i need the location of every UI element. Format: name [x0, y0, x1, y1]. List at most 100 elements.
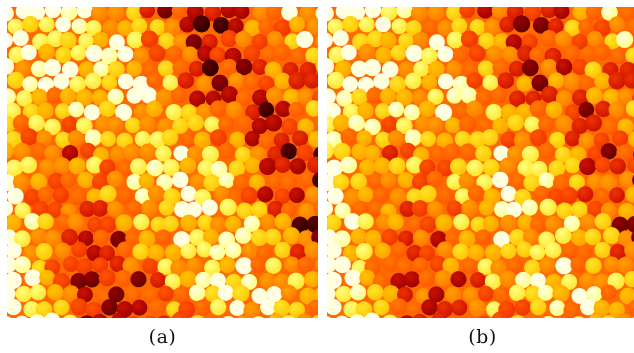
particle-disk	[327, 58, 335, 75]
particle-disk	[22, 245, 40, 262]
particle-disk	[126, 7, 143, 21]
particle-disk	[350, 314, 365, 318]
particle-disk	[157, 60, 175, 77]
particle-disk	[219, 256, 236, 274]
particle-disk	[585, 114, 603, 132]
particle-disk	[116, 187, 134, 205]
particle-disk	[79, 142, 97, 159]
particle-disk	[608, 301, 625, 318]
particle-disk	[533, 185, 550, 202]
particle-disk	[70, 273, 87, 290]
particle-disk	[453, 103, 470, 120]
particle-disk	[540, 30, 558, 48]
particle-disk	[494, 201, 511, 218]
particle-disk	[517, 214, 534, 231]
particle-disk	[342, 245, 360, 262]
particle-disk	[332, 173, 350, 191]
particle-disk	[389, 188, 407, 206]
particle-disk	[327, 159, 343, 177]
particle-disk	[505, 201, 523, 218]
particle-disk	[85, 44, 103, 62]
particle-disk	[134, 130, 151, 147]
particle-disk	[172, 117, 189, 134]
particle-disk	[343, 188, 361, 206]
particle-disk	[7, 285, 16, 303]
particle-disk	[549, 131, 566, 149]
particle-disk	[578, 75, 595, 92]
particle-disk	[600, 143, 618, 160]
particle-disk	[126, 200, 143, 217]
particle-disk	[571, 33, 588, 50]
particle-disk	[609, 16, 625, 33]
particle-disk	[482, 74, 499, 91]
particle-disk	[545, 215, 562, 232]
particle-disk	[138, 173, 155, 189]
particle-disk	[548, 160, 566, 177]
particle-disk	[446, 173, 463, 190]
particle-disk	[259, 157, 277, 176]
particle-disk	[125, 230, 142, 247]
particle-disk	[475, 88, 493, 106]
particle-disk	[452, 243, 469, 260]
particle-disk	[201, 145, 219, 163]
particle-disk	[24, 269, 42, 287]
particle-disk	[327, 285, 336, 303]
particle-disk	[375, 16, 391, 33]
particle-disk	[555, 30, 572, 48]
particle-disk	[63, 314, 77, 318]
particle-disk	[59, 88, 77, 105]
particle-disk	[421, 299, 438, 316]
particle-disk	[387, 213, 404, 231]
particle-disk	[524, 314, 538, 318]
particle-disk	[297, 88, 314, 105]
particle-disk	[186, 257, 203, 275]
particle-disk	[333, 256, 351, 274]
particle-disk	[624, 241, 634, 259]
particle-disk	[413, 60, 430, 77]
particle-disk	[478, 199, 495, 216]
particle-disk	[511, 314, 525, 318]
particle-disk	[179, 157, 197, 174]
particle-disk	[162, 215, 179, 232]
particle-disk	[580, 46, 598, 63]
particle-disk	[12, 114, 30, 132]
particle-disk	[412, 89, 428, 106]
particle-disk	[139, 143, 157, 161]
particle-disk	[229, 300, 246, 316]
particle-disk	[244, 130, 261, 147]
particle-disk	[172, 59, 189, 76]
particle-disk	[344, 269, 362, 287]
particle-disk	[307, 131, 318, 148]
particle-disk	[259, 213, 277, 231]
particle-disk	[466, 159, 484, 177]
particle-disk	[157, 7, 174, 19]
particle-disk	[235, 90, 252, 107]
particle-disk	[71, 18, 88, 35]
particle-disk	[600, 284, 617, 301]
particle-disk	[485, 103, 503, 121]
particle-disk	[514, 299, 531, 316]
particle-disk	[334, 202, 351, 219]
particle-disk	[289, 158, 306, 175]
particle-disk	[179, 270, 197, 288]
particle-disk	[305, 100, 318, 117]
particle-disk	[491, 7, 508, 19]
particle-disk	[240, 186, 258, 204]
particle-disk	[138, 230, 156, 248]
particle-disk	[170, 259, 188, 277]
particle-disk	[405, 20, 422, 36]
particle-disk	[599, 174, 617, 192]
particle-disk	[373, 73, 390, 90]
particle-disk	[631, 231, 634, 244]
particle-disk	[373, 157, 391, 175]
particle-disk	[53, 73, 70, 90]
particle-disk	[30, 284, 47, 301]
particle-disk	[107, 200, 124, 218]
particle-disk	[327, 71, 345, 89]
particle-disk	[442, 257, 460, 275]
particle-disk	[37, 213, 54, 230]
particle-disk	[515, 271, 532, 288]
particle-disk	[131, 17, 148, 34]
particle-disk	[578, 19, 594, 35]
particle-disk	[202, 228, 219, 245]
